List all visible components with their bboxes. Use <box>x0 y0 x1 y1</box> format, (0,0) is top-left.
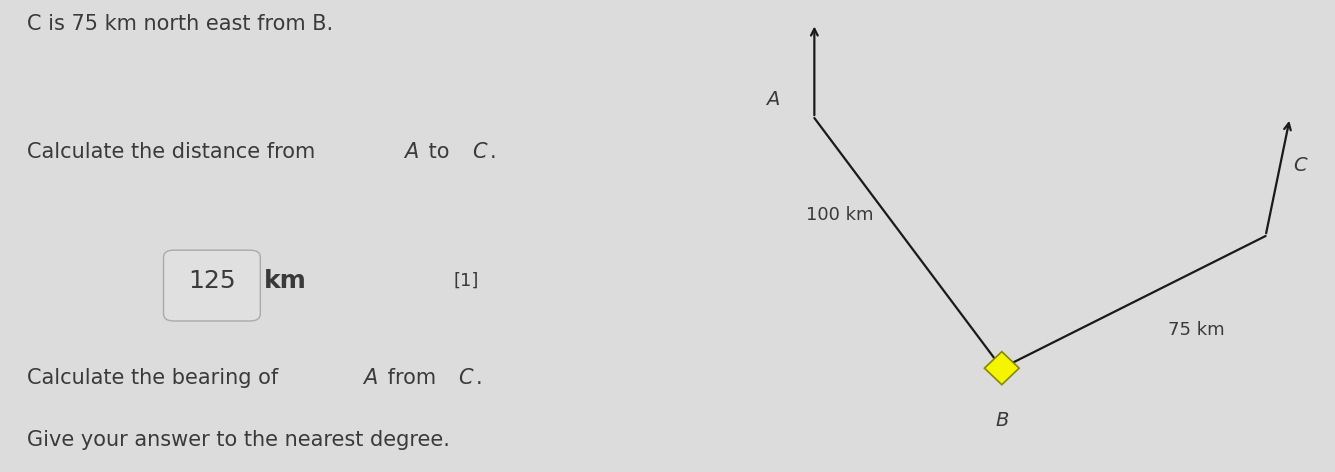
Text: A: A <box>766 90 780 109</box>
Text: Calculate the bearing of: Calculate the bearing of <box>27 368 284 388</box>
Text: from: from <box>382 368 443 388</box>
Text: C is 75 km north east from B.: C is 75 km north east from B. <box>27 14 332 34</box>
Text: km: km <box>264 269 307 293</box>
Text: C: C <box>473 142 486 161</box>
Text: 75 km: 75 km <box>1168 321 1226 339</box>
Text: 125: 125 <box>188 269 236 293</box>
Text: [1]: [1] <box>454 272 479 290</box>
Text: B: B <box>995 411 1008 430</box>
Text: A: A <box>403 142 418 161</box>
Text: C: C <box>1294 156 1307 175</box>
Text: Give your answer to the nearest degree.: Give your answer to the nearest degree. <box>27 430 450 449</box>
Polygon shape <box>984 352 1019 385</box>
Text: to: to <box>422 142 457 161</box>
Text: .: . <box>490 142 497 161</box>
Text: 100 km: 100 km <box>806 206 873 224</box>
Text: A: A <box>363 368 378 388</box>
FancyBboxPatch shape <box>163 250 260 321</box>
Text: .: . <box>477 368 482 388</box>
Text: C: C <box>458 368 473 388</box>
Text: Calculate the distance from: Calculate the distance from <box>27 142 322 161</box>
